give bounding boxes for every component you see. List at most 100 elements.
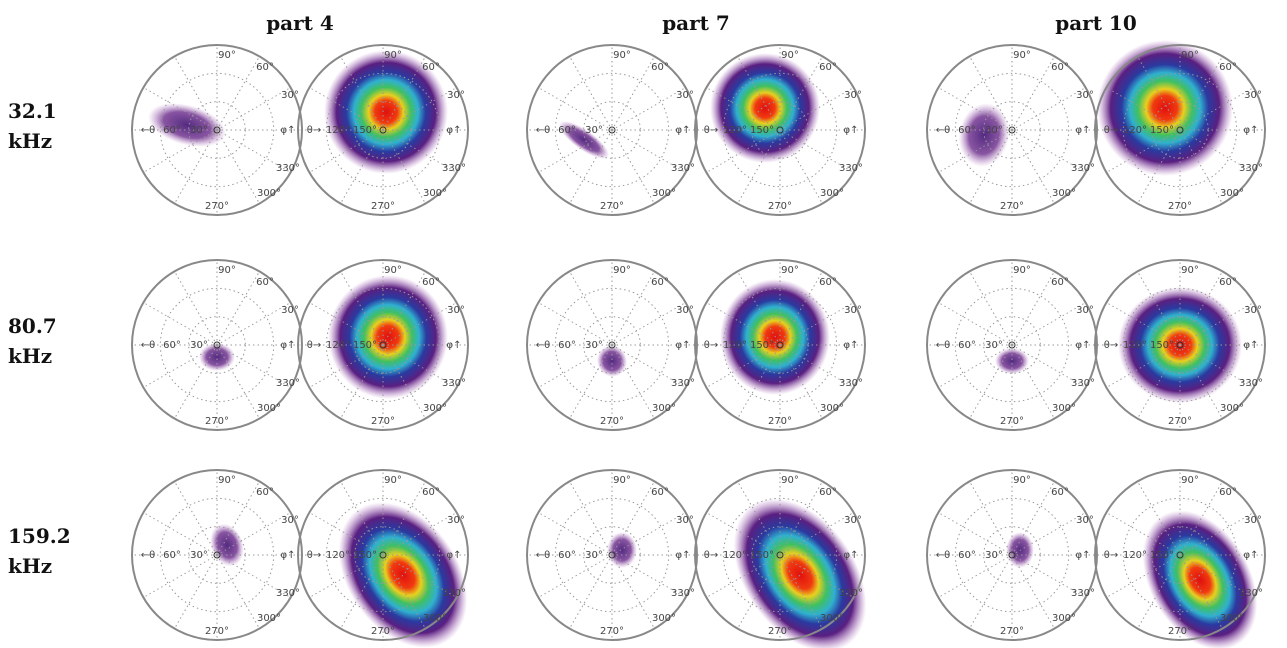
angle-label: 30° bbox=[585, 550, 603, 561]
row-value: 80.7 bbox=[8, 314, 57, 338]
angle-label: 330° bbox=[1239, 163, 1263, 174]
angle-label: 30° bbox=[190, 340, 208, 351]
angle-label: 300° bbox=[820, 188, 844, 199]
angle-label: ←θ bbox=[936, 125, 951, 136]
angle-label: 120° bbox=[723, 340, 747, 351]
angle-label: 30° bbox=[844, 90, 862, 101]
angle-label: 90° bbox=[781, 475, 799, 486]
angle-label: φ↑ bbox=[676, 340, 691, 351]
angle-label: 30° bbox=[281, 90, 299, 101]
grid-spoke bbox=[538, 88, 612, 131]
angle-label: 60° bbox=[819, 487, 837, 498]
grid-spoke bbox=[1012, 271, 1055, 345]
angle-label: θ→ bbox=[1104, 125, 1119, 136]
angle-label: 120° bbox=[723, 550, 747, 561]
angle-label: 150° bbox=[353, 550, 377, 561]
angle-label: 90° bbox=[1181, 50, 1199, 61]
grid-spoke bbox=[217, 555, 260, 629]
angle-label: 330° bbox=[839, 378, 863, 389]
angle-label: 30° bbox=[1244, 305, 1262, 316]
angle-label: 330° bbox=[671, 163, 695, 174]
grid-spoke bbox=[217, 56, 260, 130]
angle-label: 60° bbox=[958, 125, 976, 136]
angle-label: 300° bbox=[652, 613, 676, 624]
angle-label: 330° bbox=[276, 163, 300, 174]
polar-plot: 90°60°30°φ↑330°300°270°θ→120°150° bbox=[695, 260, 865, 430]
angle-label: 30° bbox=[985, 550, 1003, 561]
angle-label: 60° bbox=[651, 487, 669, 498]
angle-label: 60° bbox=[958, 340, 976, 351]
angle-label: 270° bbox=[371, 416, 395, 427]
angle-label: 300° bbox=[257, 403, 281, 414]
angle-label: 90° bbox=[1181, 265, 1199, 276]
angle-label: 30° bbox=[844, 305, 862, 316]
angle-label: 300° bbox=[652, 403, 676, 414]
angle-label: ←θ bbox=[536, 340, 551, 351]
grid-spoke bbox=[570, 481, 613, 555]
angle-label: φ↑ bbox=[447, 125, 462, 136]
grid-spoke bbox=[570, 555, 613, 629]
grid-spoke bbox=[538, 303, 612, 346]
angle-label: 60° bbox=[1051, 487, 1069, 498]
grid-spoke bbox=[612, 303, 686, 346]
angle-label: 120° bbox=[326, 125, 350, 136]
angle-label: φ↑ bbox=[1244, 340, 1259, 351]
angle-label: 150° bbox=[750, 550, 774, 561]
angle-label: ←θ bbox=[536, 550, 551, 561]
angle-label: 120° bbox=[723, 125, 747, 136]
figure: 90° 60° 30° φ↑ 330° 300° 270° ←θ 60° 30° 90° 60° 30°… bbox=[0, 0, 1287, 648]
angle-label: 60° bbox=[422, 62, 440, 73]
grid-spoke bbox=[612, 88, 686, 131]
intensity-blob bbox=[1119, 490, 1281, 648]
angle-label: θ→ bbox=[1104, 550, 1119, 561]
angle-label: 60° bbox=[1051, 62, 1069, 73]
grid-spoke bbox=[938, 555, 1012, 598]
angle-label: 270° bbox=[1168, 626, 1192, 637]
angle-label: φ↑ bbox=[1244, 125, 1259, 136]
angle-label: 300° bbox=[1052, 613, 1076, 624]
angle-label: 90° bbox=[218, 265, 236, 276]
grid-spoke bbox=[217, 271, 260, 345]
angle-label: 90° bbox=[1013, 475, 1031, 486]
angle-label: 60° bbox=[558, 340, 576, 351]
grid-spoke bbox=[538, 555, 612, 598]
angle-label: 60° bbox=[422, 487, 440, 498]
angle-label: ←θ bbox=[936, 340, 951, 351]
angle-label: φ↑ bbox=[844, 125, 859, 136]
angle-label: 300° bbox=[423, 188, 447, 199]
angle-label: 150° bbox=[1150, 340, 1174, 351]
polar-plot: 90°60°30°φ↑330°300°270°←θ60°30° bbox=[927, 470, 1097, 640]
angle-label: 270° bbox=[768, 201, 792, 212]
angle-label: 30° bbox=[190, 125, 208, 136]
grid-spoke bbox=[970, 271, 1013, 345]
angle-label: 60° bbox=[1219, 62, 1237, 73]
angle-label: 30° bbox=[281, 305, 299, 316]
angle-label: ←θ bbox=[936, 550, 951, 561]
grid-spoke bbox=[570, 56, 613, 130]
angle-label: θ→ bbox=[704, 125, 719, 136]
angle-label: 30° bbox=[676, 90, 694, 101]
grid-spoke bbox=[970, 481, 1013, 555]
angle-label: 30° bbox=[676, 515, 694, 526]
angle-label: 60° bbox=[422, 277, 440, 288]
angle-label: 90° bbox=[384, 475, 402, 486]
angle-label: 60° bbox=[256, 62, 274, 73]
angle-label: 300° bbox=[1220, 403, 1244, 414]
polar-plot: 90°60°30°φ↑330°300°270°θ→120°150° bbox=[695, 470, 894, 648]
angle-label: 60° bbox=[1219, 277, 1237, 288]
angle-label: φ↑ bbox=[1244, 550, 1259, 561]
angle-label: 300° bbox=[1052, 188, 1076, 199]
angle-label: 90° bbox=[781, 265, 799, 276]
angle-label: 330° bbox=[1239, 378, 1263, 389]
angle-label: φ↑ bbox=[281, 340, 296, 351]
angle-label: θ→ bbox=[704, 340, 719, 351]
column-header: part 4 bbox=[266, 11, 334, 35]
angle-label: 30° bbox=[447, 515, 465, 526]
angle-label: 90° bbox=[1013, 265, 1031, 276]
angle-label: 30° bbox=[585, 125, 603, 136]
angle-label: 30° bbox=[1076, 90, 1094, 101]
row-value: 159.2 bbox=[8, 524, 71, 548]
angle-label: 330° bbox=[671, 588, 695, 599]
angle-label: 270° bbox=[768, 416, 792, 427]
